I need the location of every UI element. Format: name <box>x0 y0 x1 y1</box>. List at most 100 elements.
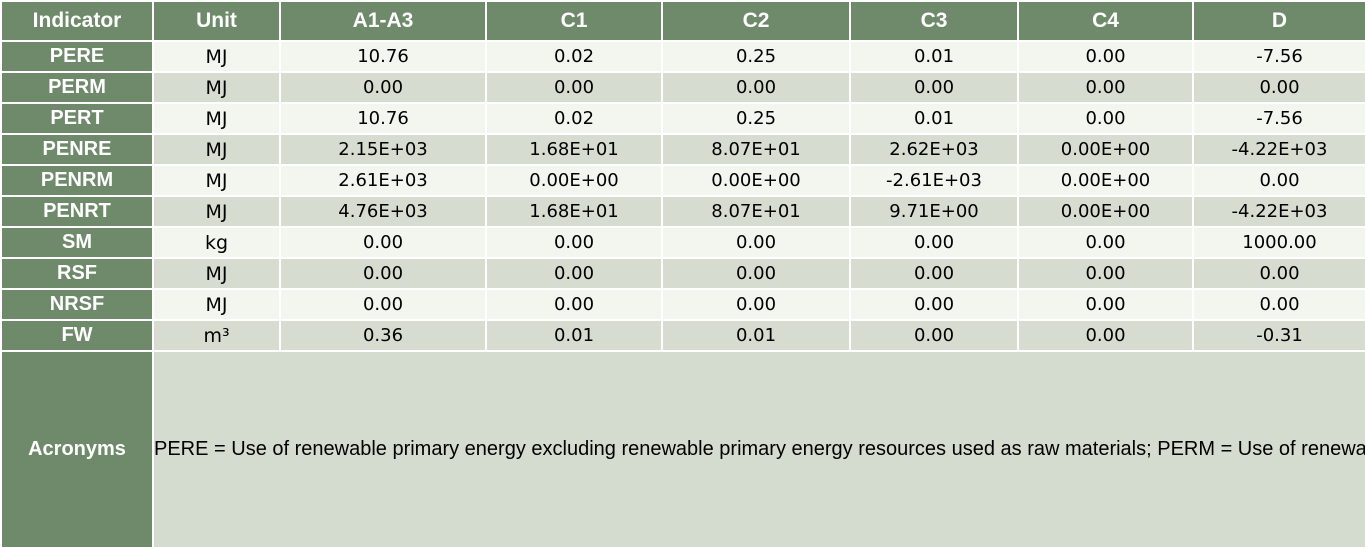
value-cell: 0.00 <box>485 71 663 104</box>
value-cell: -0.31 <box>1192 319 1365 352</box>
indicator-cell: PERE <box>0 40 154 73</box>
value-cell: 0.00 <box>1192 257 1365 290</box>
value-cell: 2.61E+03 <box>279 164 487 197</box>
value-cell: 0.00 <box>661 257 851 290</box>
value-cell: -4.22E+03 <box>1192 195 1365 228</box>
value-cell: -4.22E+03 <box>1192 133 1365 166</box>
header-d: D <box>1192 0 1365 42</box>
value-cell: 0.00 <box>1017 257 1194 290</box>
value-cell: 10.76 <box>279 40 487 73</box>
value-cell: 0.00 <box>1017 40 1194 73</box>
value-cell: 0.00 <box>661 226 851 259</box>
value-cell: 0.00 <box>1192 164 1365 197</box>
table-row: PERM MJ 0.00 0.00 0.00 0.00 0.00 0.00 <box>0 71 1365 104</box>
value-cell: 0.00 <box>485 288 663 321</box>
indicator-cell: PENRT <box>0 195 154 228</box>
value-cell: 0.00 <box>485 226 663 259</box>
value-cell: 0.00 <box>1017 226 1194 259</box>
header-c1: C1 <box>485 0 663 42</box>
value-cell: 8.07E+01 <box>661 133 851 166</box>
unit-cell: m³ <box>152 319 281 352</box>
value-cell: 0.00 <box>1192 288 1365 321</box>
value-cell: 0.25 <box>661 102 851 135</box>
acronyms-text: PERE = Use of renewable primary energy e… <box>152 350 1365 549</box>
value-cell: 2.15E+03 <box>279 133 487 166</box>
indicator-cell: FW <box>0 319 154 352</box>
table-row: PERT MJ 10.76 0.02 0.25 0.01 0.00 -7.56 <box>0 102 1365 135</box>
value-cell: 0.00 <box>279 226 487 259</box>
value-cell: 0.00 <box>1017 288 1194 321</box>
table-row: NRSF MJ 0.00 0.00 0.00 0.00 0.00 0.00 <box>0 288 1365 321</box>
value-cell: 0.00 <box>849 257 1019 290</box>
value-cell: 0.01 <box>849 40 1019 73</box>
value-cell: 0.00 <box>279 257 487 290</box>
header-unit: Unit <box>152 0 281 42</box>
indicator-cell: RSF <box>0 257 154 290</box>
unit-cell: kg <box>152 226 281 259</box>
table-row: PENRE MJ 2.15E+03 1.68E+01 8.07E+01 2.62E+03 0… <box>0 133 1365 166</box>
value-cell: 10.76 <box>279 102 487 135</box>
value-cell: 1.68E+01 <box>485 195 663 228</box>
header-row: Indicator Unit A1-A3 C1 C2 C3 C4 D <box>0 0 1365 42</box>
indicator-cell: SM <box>0 226 154 259</box>
value-cell: 8.07E+01 <box>661 195 851 228</box>
header-indicator: Indicator <box>0 0 154 42</box>
value-cell: 0.00 <box>1017 319 1194 352</box>
value-cell: -7.56 <box>1192 40 1365 73</box>
indicator-cell: NRSF <box>0 288 154 321</box>
value-cell: 0.02 <box>485 102 663 135</box>
unit-cell: MJ <box>152 288 281 321</box>
value-cell: -7.56 <box>1192 102 1365 135</box>
value-cell: 0.25 <box>661 40 851 73</box>
indicator-cell: PERM <box>0 71 154 104</box>
unit-cell: MJ <box>152 257 281 290</box>
value-cell: 0.00E+00 <box>1017 133 1194 166</box>
unit-cell: MJ <box>152 133 281 166</box>
table-row: SM kg 0.00 0.00 0.00 0.00 0.00 1000.00 <box>0 226 1365 259</box>
value-cell: 0.00E+00 <box>661 164 851 197</box>
value-cell: 0.00 <box>849 319 1019 352</box>
indicator-cell: PENRM <box>0 164 154 197</box>
table-row: RSF MJ 0.00 0.00 0.00 0.00 0.00 0.00 <box>0 257 1365 290</box>
value-cell: 9.71E+00 <box>849 195 1019 228</box>
unit-cell: MJ <box>152 102 281 135</box>
value-cell: 0.36 <box>279 319 487 352</box>
header-a1-a3: A1-A3 <box>279 0 487 42</box>
acronyms-row: Acronyms PERE = Use of renewable primary… <box>0 350 1365 549</box>
value-cell: 0.00 <box>485 257 663 290</box>
unit-cell: MJ <box>152 164 281 197</box>
value-cell: 0.00E+00 <box>485 164 663 197</box>
value-cell: 0.00 <box>279 71 487 104</box>
header-c4: C4 <box>1017 0 1194 42</box>
unit-cell: MJ <box>152 40 281 73</box>
value-cell: 4.76E+03 <box>279 195 487 228</box>
value-cell: 0.01 <box>849 102 1019 135</box>
header-c3: C3 <box>849 0 1019 42</box>
table-row: PERE MJ 10.76 0.02 0.25 0.01 0.00 -7.56 <box>0 40 1365 73</box>
table-row: PENRM MJ 2.61E+03 0.00E+00 0.00E+00 -2.61E+03… <box>0 164 1365 197</box>
value-cell: 0.00 <box>849 288 1019 321</box>
header-c2: C2 <box>661 0 851 42</box>
value-cell: -2.61E+03 <box>849 164 1019 197</box>
value-cell: 0.01 <box>661 319 851 352</box>
value-cell: 0.00 <box>1192 71 1365 104</box>
value-cell: 1.68E+01 <box>485 133 663 166</box>
value-cell: 0.00 <box>661 288 851 321</box>
acronyms-label: Acronyms <box>0 350 154 549</box>
value-cell: 2.62E+03 <box>849 133 1019 166</box>
value-cell: 1000.00 <box>1192 226 1365 259</box>
value-cell: 0.00 <box>849 71 1019 104</box>
indicator-cell: PERT <box>0 102 154 135</box>
value-cell: 0.01 <box>485 319 663 352</box>
value-cell: 0.00E+00 <box>1017 164 1194 197</box>
table-row: FW m³ 0.36 0.01 0.01 0.00 0.00 -0.31 <box>0 319 1365 352</box>
indicator-cell: PENRE <box>0 133 154 166</box>
value-cell: 0.00 <box>849 226 1019 259</box>
value-cell: 0.00E+00 <box>1017 195 1194 228</box>
value-cell: 0.00 <box>1017 71 1194 104</box>
value-cell: 0.02 <box>485 40 663 73</box>
table-row: PENRT MJ 4.76E+03 1.68E+01 8.07E+01 9.71E+00 0… <box>0 195 1365 228</box>
unit-cell: MJ <box>152 71 281 104</box>
unit-cell: MJ <box>152 195 281 228</box>
